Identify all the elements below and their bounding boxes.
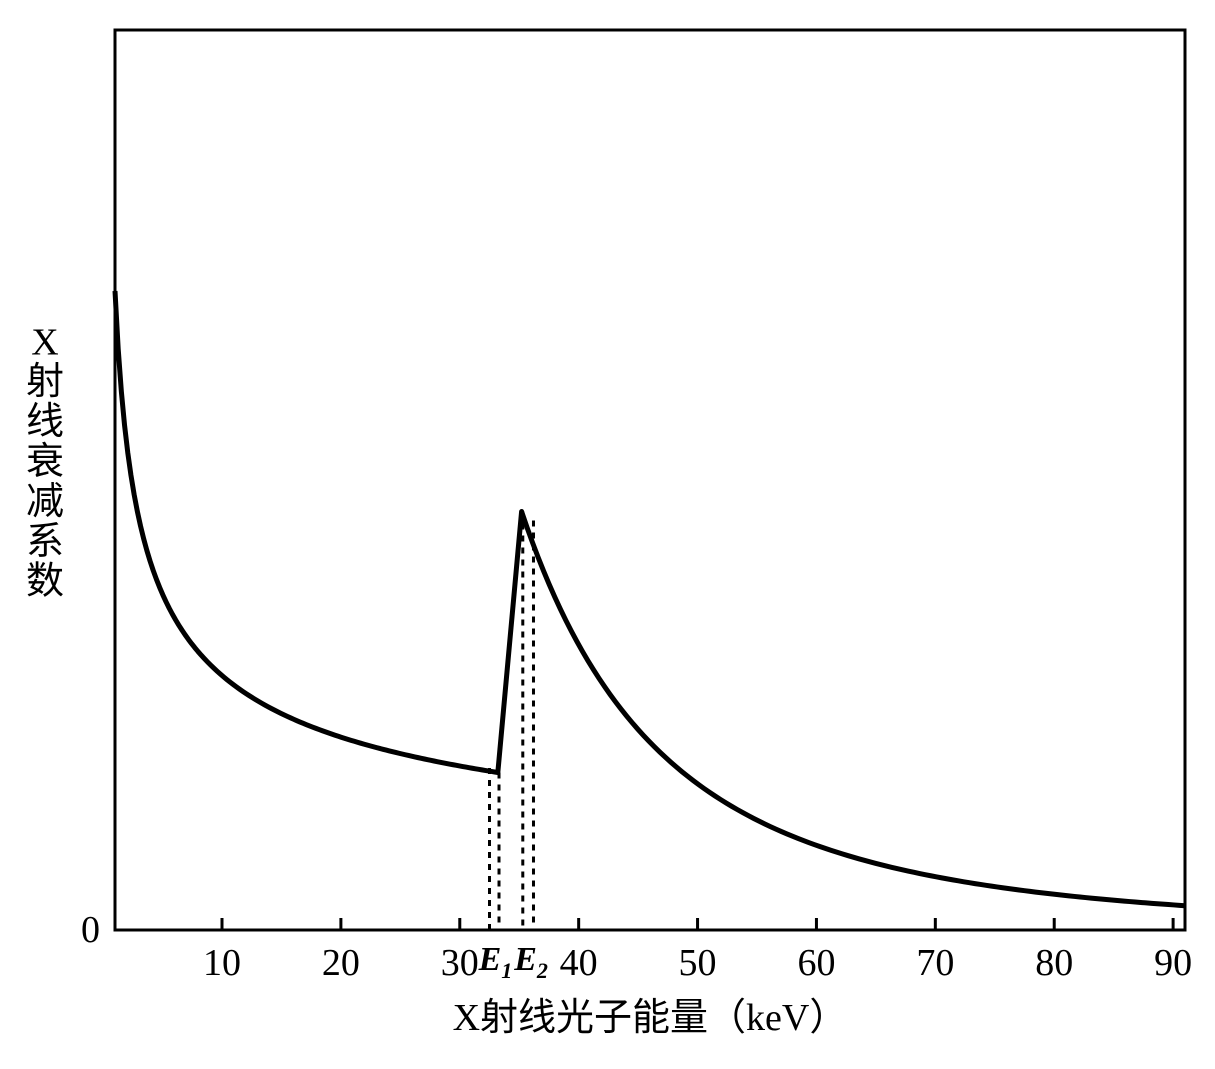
x-tick-label: 10 — [203, 942, 241, 984]
y-zero-label: 0 — [81, 909, 100, 951]
x-tick-label: 90 — [1154, 942, 1192, 984]
edge-energy-label: E2 — [513, 941, 548, 983]
x-tick-label: 60 — [797, 942, 835, 984]
x-tick-label: 80 — [1035, 942, 1073, 984]
plot-border — [115, 30, 1185, 930]
xray-attenuation-chart: 10 20 30 40 50 60 70 80 90 0 X射线光子能量（keV） X射线衰减系数 E1… — [0, 0, 1215, 1069]
attenuation-curve — [115, 291, 1185, 906]
chart-svg: 10 20 30 40 50 60 70 80 90 0 X射线光子能量（keV） X射线衰减系数 E1… — [0, 0, 1215, 1069]
y-axis-label: X射线衰减系数 — [26, 321, 64, 602]
x-axis-label: X射线光子能量（keV） — [453, 997, 848, 1039]
edge-energy-label: E1 — [478, 941, 513, 983]
x-tick-label: 70 — [916, 942, 954, 984]
x-tick-label: 30 — [441, 942, 479, 984]
x-tick-label: 40 — [560, 942, 598, 984]
x-tick-label: 50 — [679, 942, 717, 984]
x-tick-label: 20 — [322, 942, 360, 984]
